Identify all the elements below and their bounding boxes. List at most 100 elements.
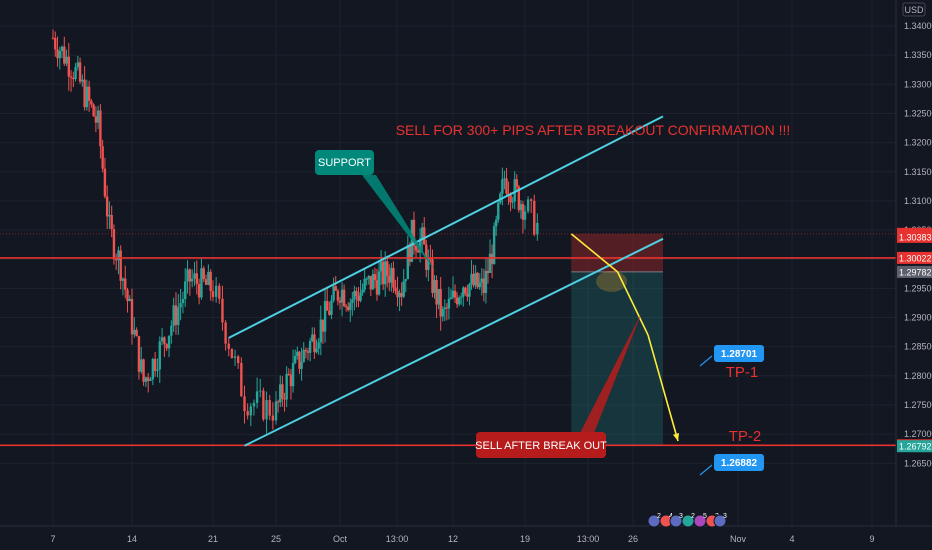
candle-body: [349, 302, 352, 311]
candle: [472, 264, 475, 288]
candle: [83, 66, 86, 111]
candle: [156, 358, 159, 378]
price-tick-label: 1.29000: [904, 313, 932, 323]
candle-body: [359, 292, 362, 301]
candle-body: [96, 110, 100, 123]
trade-zones: [571, 233, 663, 446]
candle-body: [369, 276, 373, 290]
candle-body: [140, 359, 143, 372]
projection-segment: [616, 271, 649, 336]
candle: [105, 185, 109, 229]
time-tick-label: 21: [208, 534, 218, 544]
candle: [344, 304, 348, 312]
channel-lower-line: [244, 237, 664, 447]
candle: [54, 31, 57, 57]
candle: [313, 327, 316, 359]
candle-body: [390, 267, 393, 283]
candle: [165, 343, 168, 352]
candle-body: [63, 46, 66, 64]
candle-body: [476, 272, 479, 288]
candle: [214, 277, 218, 303]
event-markers[interactable]: 2432523: [647, 513, 727, 528]
candle-body: [462, 287, 465, 297]
currency-box[interactable]: [902, 2, 926, 17]
candle: [347, 301, 350, 312]
candle: [193, 261, 196, 287]
candle-body: [90, 100, 93, 105]
candle: [482, 268, 486, 302]
price-badge: 1.26792: [897, 440, 932, 453]
candle: [117, 246, 120, 275]
price-tick-label: 1.34000: [904, 21, 932, 31]
candle-body: [308, 340, 312, 353]
candle-body: [394, 287, 397, 291]
candle: [480, 268, 483, 296]
support-callout-pointer: [362, 175, 436, 272]
candle-body: [526, 199, 530, 212]
candle: [499, 191, 502, 205]
support-callout-box: [315, 150, 374, 175]
tp2-price-label: 1.26882: [714, 454, 764, 471]
channel-upper-line: [228, 115, 664, 339]
candle: [330, 295, 333, 320]
candle-body: [147, 377, 150, 381]
candle-body: [54, 37, 57, 50]
projection-arrowhead: [672, 433, 679, 441]
candle-body: [404, 279, 407, 282]
price-axis[interactable]: USD 1.340001.335001.330001.325001.320001…: [895, 0, 932, 526]
price-tick-label: 1.28500: [904, 342, 932, 352]
sell-after-callout-text: SELL AFTER BREAK OUT: [475, 440, 607, 452]
candle: [476, 271, 479, 289]
candle: [353, 285, 356, 311]
event-marker[interactable]: 2: [681, 513, 695, 528]
candle-body: [149, 379, 152, 381]
tp1-leader: [699, 355, 713, 367]
candle-body: [445, 307, 449, 309]
candle: [207, 264, 210, 286]
candle-body: [130, 298, 134, 335]
candle-body: [410, 219, 414, 262]
candle: [462, 286, 465, 307]
candle-body: [204, 279, 208, 285]
candle-body: [121, 278, 125, 281]
price-tick-label: 1.27000: [904, 429, 932, 439]
candle-body: [373, 274, 377, 281]
candle-body: [357, 295, 360, 301]
candle: [265, 391, 268, 434]
candle-body: [188, 269, 192, 282]
time-axis[interactable]: 7 14 21 25 Oct 13:00 12 19 13:00 26 Nov 4 9: [0, 525, 932, 550]
candle: [135, 327, 138, 337]
candle-body: [58, 51, 61, 59]
candle: [447, 286, 451, 320]
candle-body: [99, 110, 102, 147]
candle-body: [408, 245, 412, 262]
candle: [449, 288, 453, 300]
candle-body: [521, 204, 525, 220]
candle: [497, 201, 500, 223]
candle: [402, 268, 405, 299]
candle: [386, 255, 389, 288]
candle: [420, 222, 424, 252]
candle: [398, 289, 401, 312]
event-marker[interactable]: 3: [713, 513, 727, 528]
candle: [304, 347, 308, 359]
candle: [283, 392, 286, 412]
candle: [72, 71, 75, 88]
candle: [181, 291, 185, 314]
candle-body: [388, 275, 391, 283]
candle-body: [287, 373, 290, 375]
candle-body: [495, 219, 498, 227]
candle-body: [240, 362, 243, 397]
candle-body: [78, 62, 82, 82]
horizontal-levels: [0, 233, 896, 447]
candle-body: [243, 396, 246, 412]
candle-body: [501, 179, 504, 194]
candle-body: [416, 250, 420, 253]
candle: [255, 377, 259, 409]
candle-body: [311, 334, 314, 341]
candle: [363, 268, 366, 293]
candle: [197, 278, 201, 305]
time-axis-background: [0, 526, 932, 550]
candle-body: [423, 227, 426, 245]
